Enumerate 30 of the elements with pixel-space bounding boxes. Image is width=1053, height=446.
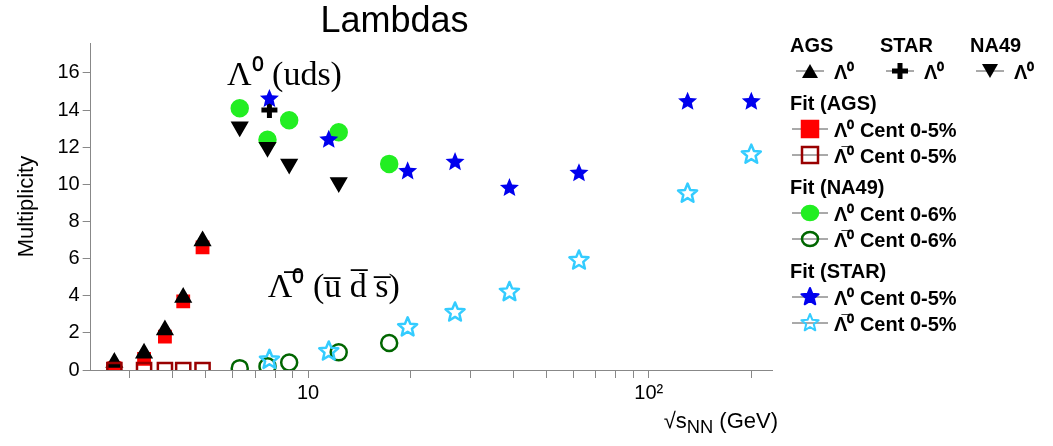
legend-label: Λ⁰: [834, 59, 855, 85]
legend-label: Λ⁰ Cent 0-5%: [834, 285, 957, 311]
text: Fit (NA49): [790, 174, 886, 200]
y-tick-label: 2: [68, 320, 80, 343]
legend-label: Λ⁰: [924, 59, 945, 85]
y-tick-label: 12: [57, 134, 80, 157]
x-tick-label: 10²: [634, 380, 664, 403]
legend-label: Λ̅⁰ Cent 0-5%: [834, 311, 957, 337]
y-axis-title: Multiplicity: [13, 155, 39, 258]
text: NA49: [970, 32, 1023, 58]
chart-title: Lambdas: [320, 0, 469, 40]
annotation: Λ⁰ (uds): [226, 54, 342, 93]
legend-label: Λ̅⁰ Cent 0-6%: [834, 227, 957, 253]
y-tick-label: 0: [68, 357, 80, 380]
legend-label: Λ̅⁰ Cent 0-5%: [834, 143, 957, 169]
text: Fit (STAR): [790, 258, 888, 284]
legend-label: Λ⁰ Cent 0-5%: [834, 117, 957, 143]
y-tick-label: 16: [57, 60, 80, 83]
text: AGS: [790, 32, 835, 58]
x-axis-title: √s$_{NN}$ (GeV): [663, 408, 778, 439]
y-tick-label: 10: [57, 171, 80, 194]
y-tick-label: 4: [68, 283, 80, 306]
annotation: Λ̅⁰ (u̅ d̅ s̅): [267, 267, 400, 306]
legend-label: Λ⁰: [1014, 59, 1035, 85]
y-tick-label: 14: [57, 97, 80, 120]
y-tick-label: 8: [68, 208, 80, 231]
text: STAR: [880, 32, 934, 58]
text: Fit (AGS): [790, 90, 878, 116]
legend-label: Λ⁰ Cent 0-6%: [834, 201, 957, 227]
y-tick-label: 6: [68, 246, 80, 269]
